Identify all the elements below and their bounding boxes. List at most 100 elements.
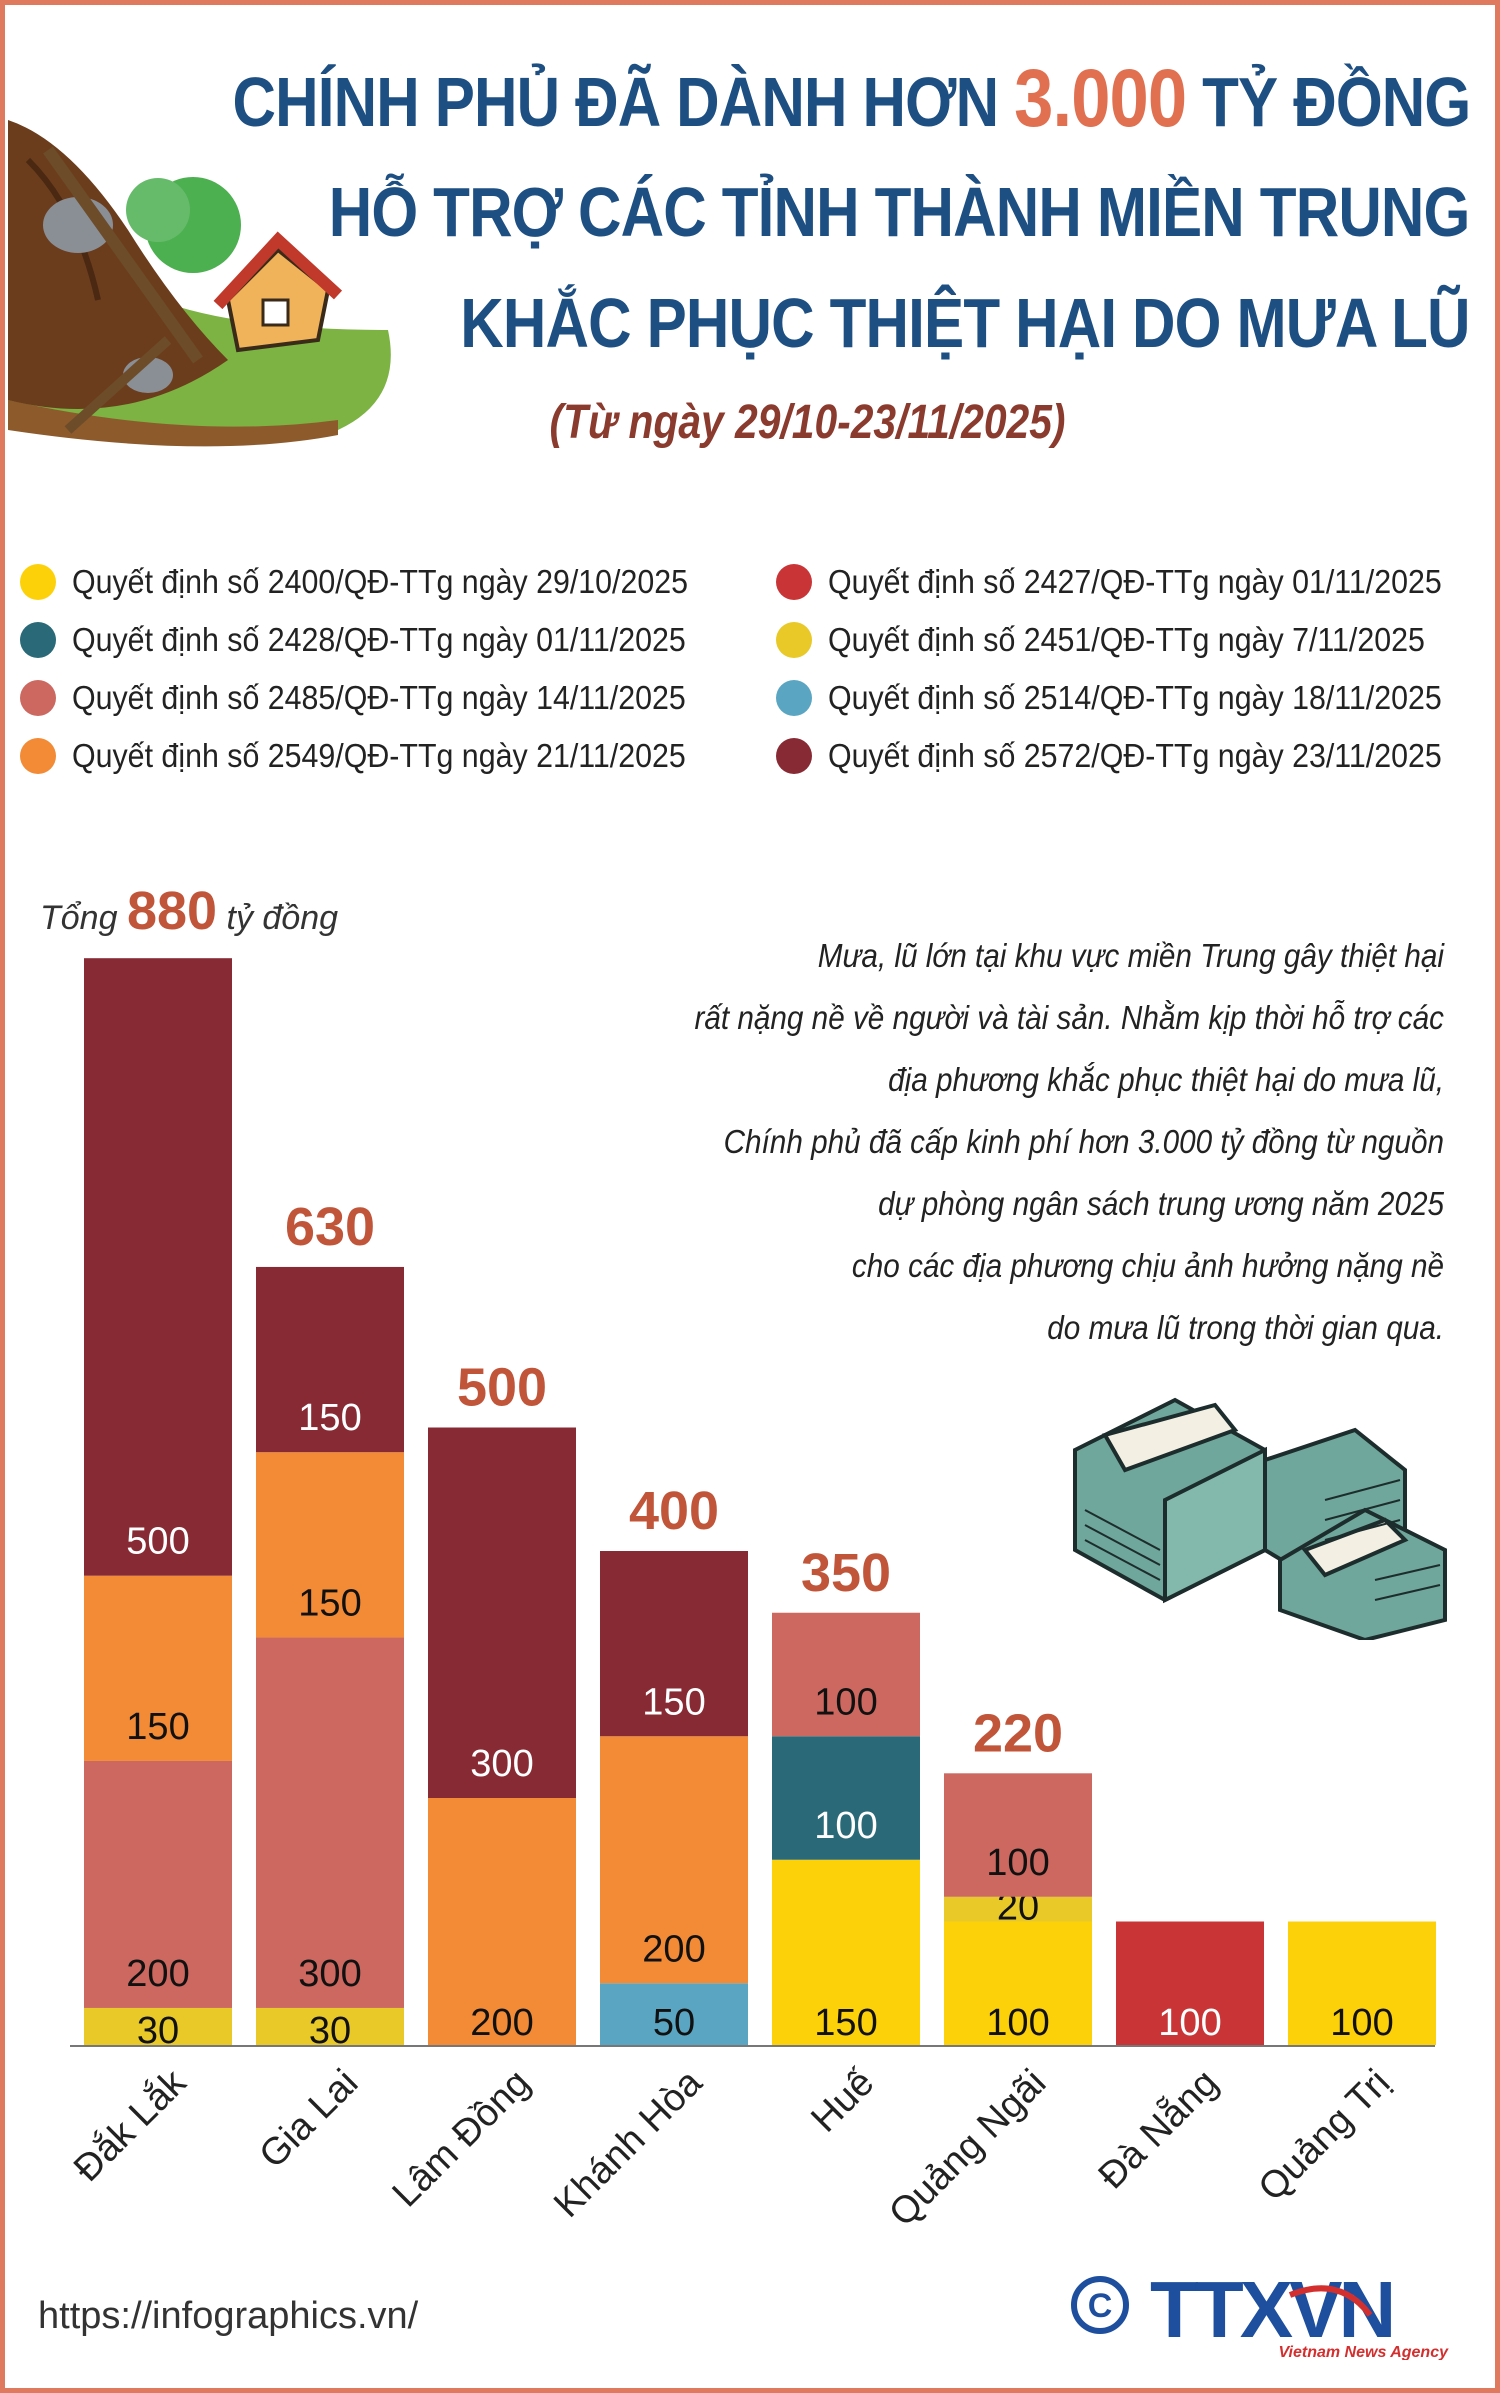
bar-segment [256,1637,404,2008]
legend-item: Quyết định số 2514/QĐ-TTg ngày 18/11/202… [776,679,1495,717]
title-highlight-amount: 3.000 [1013,53,1187,144]
segment-value-label: 50 [653,2002,695,2044]
bar-total-label: 500 [457,1358,547,1418]
subtitle-date-range: (Từ ngày 29/10-23/11/2025) [549,396,1066,449]
bar-segment [428,1427,576,1798]
segment-value-label: 100 [814,1805,877,1847]
segment-value-label: 150 [814,2002,877,2044]
title-line-3: KHẮC PHỤC THIỆT HẠI DO MƯA LŨ [460,284,1471,362]
category-label: Gia Lai [252,2062,367,2177]
title-line-2: HỖ TRỢ CÁC TỈNH THÀNH MIỀN TRUNG [329,173,1471,251]
bar-segment [256,1266,404,1453]
legend-item: Quyết định số 2451/QĐ-TTg ngày 7/11/2025 [776,621,1477,659]
legend-label: Quyết định số 2427/QĐ-TTg ngày 01/11/202… [828,563,1442,600]
bar-segment [944,1921,1092,2045]
bar-segment [944,1896,1092,1922]
paragraph-line: cho các địa phương chịu ảnh hưởng nặng n… [851,1247,1444,1284]
bar-segment [84,1575,232,1761]
svg-text:C: C [1088,2287,1113,2325]
legend-label: Quyết định số 2400/QĐ-TTg ngày 29/10/202… [72,563,689,600]
bar-segment [256,2007,404,2045]
bar-segment [84,2007,232,2045]
bar-total-label: 630 [285,1197,375,1257]
legend-label: Quyết định số 2514/QĐ-TTg ngày 18/11/202… [828,679,1442,716]
legend-label: Quyết định số 2428/QĐ-TTg ngày 01/11/202… [72,621,686,658]
bar-total-label: 350 [801,1543,891,1603]
paragraph-line: rất nặng nề về người và tài sản. Nhằm kị… [694,999,1444,1036]
category-label: Quảng Trị [1251,2062,1399,2210]
title-line-1: CHÍNH PHỦ ĐÃ DÀNH HƠN 3.000 TỶ ĐỒNG [232,53,1471,144]
bar-segment [84,1760,232,2008]
bar-segment [256,1452,404,1638]
paragraph-line: Chính phủ đã cấp kinh phí hơn 3.000 tỷ đ… [723,1123,1444,1160]
legend-swatch [776,564,812,600]
legend-item: Quyết định số 2400/QĐ-TTg ngày 29/10/202… [20,563,742,601]
paragraph-line: dự phòng ngân sách trung ương năm 2025 [878,1185,1444,1222]
footer-url-link[interactable]: https://infographics.vn/ [38,2295,419,2337]
legend-label: Quyết định số 2549/QĐ-TTg ngày 21/11/202… [72,737,686,774]
bar-segment [772,1612,920,1737]
legend-item: Quyết định số 2549/QĐ-TTg ngày 21/11/202… [20,737,739,775]
bar-segment [428,1798,576,2045]
segment-value-label: 200 [470,2002,533,2044]
legend-label: Quyết định số 2572/QĐ-TTg ngày 23/11/202… [828,737,1442,774]
bar-segment [772,1859,920,2045]
bar-segment [84,958,232,1576]
bar-segment [772,1736,920,1860]
bar-segment [1288,1921,1436,2045]
bar-segment [600,1736,748,1984]
segment-value-label: 300 [470,1743,533,1785]
category-label: Đắk Lắk [65,2060,195,2190]
legend-swatch [20,738,56,774]
svg-text:Vietnam News Agency: Vietnam News Agency [1278,2344,1449,2360]
category-label: Khánh Hòa [546,2061,711,2226]
bar-total-label: 400 [629,1481,719,1541]
segment-value-label: 150 [298,1582,361,1624]
category-label: Lâm Đồng [385,2062,539,2216]
description-paragraph: Mưa, lũ lớn tại khu vực miền Trung gây t… [544,925,1444,1359]
legend-item: Quyết định số 2485/QĐ-TTg ngày 14/11/202… [20,679,739,717]
segment-value-label: 100 [986,2002,1049,2044]
bar-segment [1116,1921,1264,2045]
segment-value-label: 100 [1158,2002,1221,2044]
legend-label: Quyết định số 2451/QĐ-TTg ngày 7/11/2025 [828,621,1425,658]
segment-value-label: 150 [642,1681,705,1723]
segment-value-label: 500 [126,1521,189,1563]
legend-swatch [20,564,56,600]
bar-segment [944,1773,1092,1897]
category-label: Quảng Ngãi [881,2062,1054,2235]
legend-item: Quyết định số 2427/QĐ-TTg ngày 01/11/202… [776,563,1495,601]
legend-item: Quyết định số 2428/QĐ-TTg ngày 01/11/202… [20,621,739,659]
segment-value-label: 150 [298,1397,361,1439]
legend-swatch [776,680,812,716]
segment-value-label: 300 [298,1953,361,1995]
segment-value-label: 150 [126,1706,189,1748]
money-stack-illustration [1073,1397,1447,1640]
segment-value-label: 100 [986,1842,1049,1884]
legend-swatch [776,622,812,658]
paragraph-line: do mưa lũ trong thời gian qua. [1047,1309,1444,1346]
bar-segment [600,1983,748,2045]
segment-value-label: 200 [126,1953,189,1995]
legend-swatch [20,680,56,716]
paragraph-line: địa phương khắc phục thiệt hại do mưa lũ… [888,1061,1444,1098]
category-label: Huế [803,2062,882,2141]
total-value: 880 [126,881,218,941]
category-label: Đà Nẵng [1089,2060,1226,2197]
segment-value-label: 200 [642,1928,705,1970]
legend-swatch [20,622,56,658]
legend-label: Quyết định số 2485/QĐ-TTg ngày 14/11/202… [72,679,686,716]
total-label: Tổng 880 tỷ đồng [40,881,339,941]
landslide-illustration [8,120,391,447]
legend-item: Quyết định số 2572/QĐ-TTg ngày 23/11/202… [776,737,1495,775]
ttxvn-logo: C TTXVN Vietnam News Agency [1070,2265,1450,2365]
legend-swatch [776,738,812,774]
segment-value-label: 100 [814,1681,877,1723]
svg-text:TTXVN: TTXVN [1150,2265,1392,2354]
bar-segment [600,1551,748,1737]
segment-value-label: 100 [1330,2002,1393,2044]
paragraph-line: Mưa, lũ lớn tại khu vực miền Trung gây t… [817,937,1444,974]
bar-total-label: 220 [973,1703,1063,1763]
